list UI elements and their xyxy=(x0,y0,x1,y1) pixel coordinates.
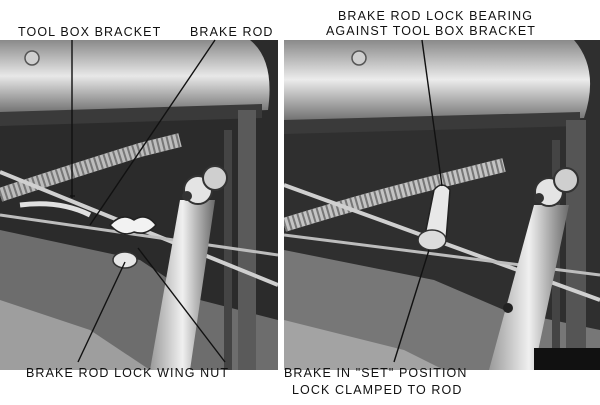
label-tool-box-bracket: TOOL BOX BRACKET xyxy=(18,25,162,39)
label-brake-rod-lock-wing-nut: BRAKE ROD LOCK WING NUT xyxy=(26,366,230,380)
left-photo: TOOL BOX BRACKET BRAKE ROD xyxy=(0,0,278,405)
label-brake-set-position-line-2: LOCK CLAMPED TO ROD xyxy=(292,383,463,397)
label-bearing-line-1: BRAKE ROD LOCK BEARING xyxy=(338,9,534,23)
right-photo: BRAKE ROD LOCK BEARING AGAINST TOOL BOX … xyxy=(284,0,600,405)
right-photo-illustration xyxy=(284,39,600,370)
label-brake-set-position-line-1: BRAKE IN "SET" POSITION xyxy=(284,366,468,380)
left-photo-illustration xyxy=(0,39,278,370)
label-bearing-line-2: AGAINST TOOL BOX BRACKET xyxy=(326,24,537,38)
label-brake-rod: BRAKE ROD xyxy=(190,25,274,39)
